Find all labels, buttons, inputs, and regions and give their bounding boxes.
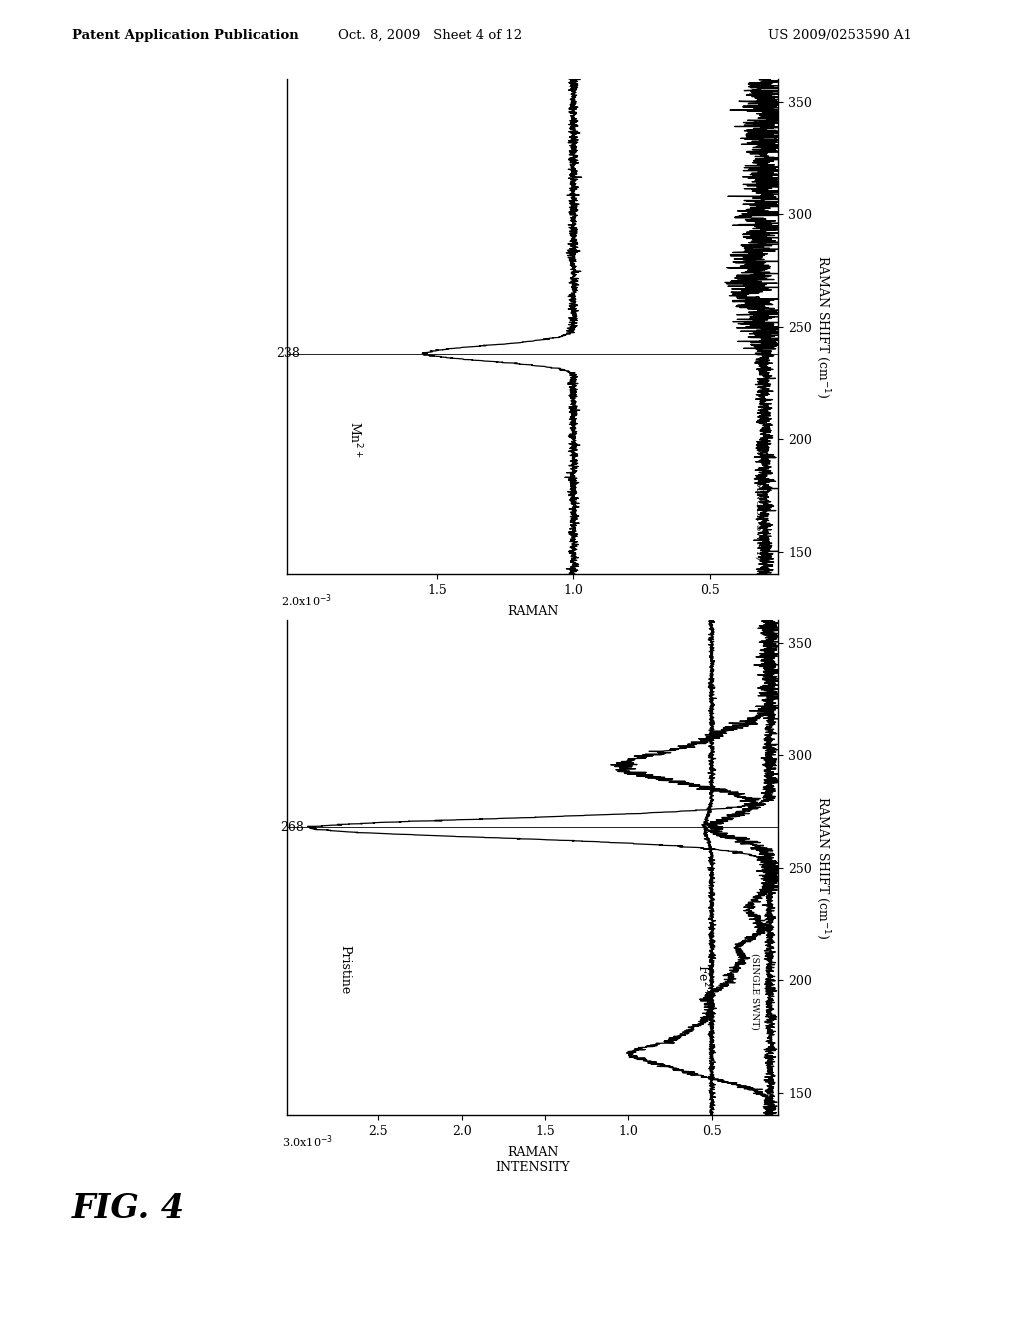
Text: Fe$^{2+}$: Fe$^{2+}$ [695,965,712,997]
Text: 268: 268 [280,821,304,834]
Text: FIG. 4: FIG. 4 [72,1192,184,1225]
Text: Mn$^{2+}$: Mn$^{2+}$ [347,421,364,458]
Text: 238: 238 [275,347,300,360]
Text: Fe$^{2+}$
(SINGLE SWNT): Fe$^{2+}$ (SINGLE SWNT) [751,953,773,1030]
X-axis label: RAMAN
INTENSITY: RAMAN INTENSITY [496,606,569,634]
Y-axis label: RAMAN SHIFT (cm$^{-1}$): RAMAN SHIFT (cm$^{-1}$) [814,255,831,399]
Text: 3.0x10$^{-3}$: 3.0x10$^{-3}$ [282,1134,333,1150]
Y-axis label: RAMAN SHIFT (cm$^{-1}$): RAMAN SHIFT (cm$^{-1}$) [814,796,831,940]
Text: Patent Application Publication: Patent Application Publication [72,29,298,42]
Text: Pristine: Pristine [339,945,351,994]
Text: (SINGLE SWNT): (SINGLE SWNT) [755,477,764,560]
Text: 2.0x10$^{-3}$: 2.0x10$^{-3}$ [282,593,332,609]
X-axis label: RAMAN
INTENSITY: RAMAN INTENSITY [496,1147,569,1175]
Text: Oct. 8, 2009   Sheet 4 of 12: Oct. 8, 2009 Sheet 4 of 12 [338,29,522,42]
Text: US 2009/0253590 A1: US 2009/0253590 A1 [768,29,911,42]
